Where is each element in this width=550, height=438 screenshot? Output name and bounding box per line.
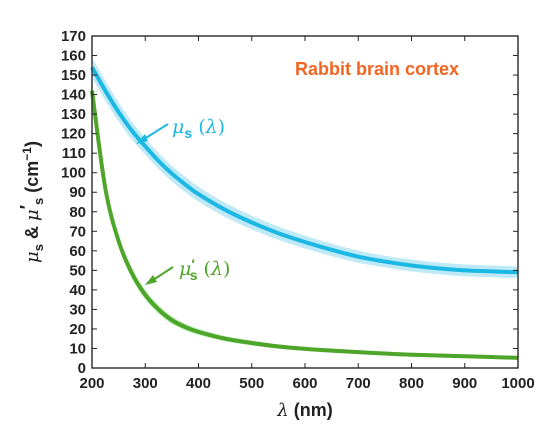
y-tick-label: 140 [61, 87, 86, 104]
y-tick-label: 80 [69, 204, 86, 221]
x-tick-label: 600 [292, 375, 317, 392]
y-tick-label: 0 [78, 360, 86, 377]
mu-s-prime-annotation-arrow [145, 266, 174, 285]
y-tick-label: 10 [69, 340, 86, 357]
mu-s-prime-label: μ′ s (λ) [179, 256, 230, 283]
x-tick-label: 500 [239, 375, 264, 392]
x-tick-label: 200 [79, 375, 104, 392]
y-tick-label: 30 [69, 301, 86, 318]
mu-s-label: μs (λ) [172, 116, 225, 141]
mu-s-annotation-arrow [136, 123, 169, 144]
y-tick-label: 110 [62, 145, 86, 162]
x-tick-label: 400 [186, 375, 211, 392]
plot-area [91, 35, 519, 369]
mu-s-series-line [90, 66, 519, 275]
chart-title: Rabbit brain cortex [295, 59, 459, 79]
y-tick-label: 40 [69, 282, 86, 299]
x-tick-label: 300 [133, 375, 158, 392]
y-axis-title: μs & μ′s (cm−1) [17, 141, 46, 263]
y-tick-label: 170 [61, 28, 86, 45]
y-tick-label: 20 [69, 321, 86, 338]
y-tick-label: 70 [69, 223, 86, 240]
y-axis-ticks: 0 10 20 30 40 50 60 70 80 90 100 110 120 130 140 150 160… [61, 28, 518, 377]
y-tick-label: 160 [61, 48, 86, 65]
mu-s-prime-series-line [90, 90, 519, 360]
x-axis-ticks: 200 300 400 500 600 700 800 900 1000 [79, 36, 535, 392]
y-tick-label: 100 [61, 165, 86, 182]
x-tick-label: 1000 [501, 375, 534, 392]
y-tick-label: 150 [61, 67, 86, 84]
y-tick-label: 60 [69, 243, 86, 260]
x-tick-label: 900 [452, 375, 477, 392]
y-tick-label: 90 [69, 184, 86, 201]
y-tick-label: 120 [61, 126, 86, 143]
x-tick-label: 800 [399, 375, 424, 392]
y-tick-label: 130 [61, 106, 86, 123]
y-tick-label: 50 [69, 262, 86, 279]
x-tick-label: 700 [346, 375, 371, 392]
x-axis-title: λ (nm) [276, 400, 332, 421]
